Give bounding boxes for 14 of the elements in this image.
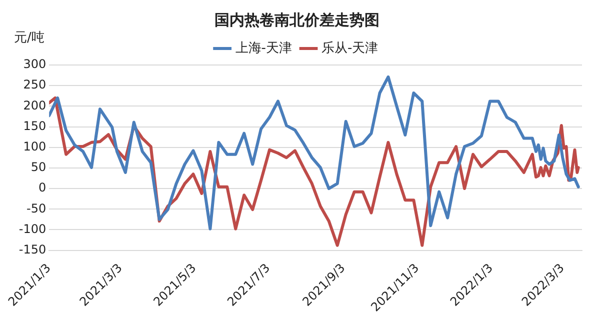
y-tick-label: -50 — [26, 201, 46, 216]
y-tick-label: 300 — [23, 57, 46, 72]
y-tick-label: 150 — [23, 118, 46, 133]
y-tick-label: 200 — [23, 98, 46, 112]
y-tick-label: 0 — [38, 180, 46, 195]
y-axis-title: 元/吨 — [14, 30, 44, 46]
y-tick-label: -150 — [18, 242, 46, 256]
y-tick-label: 100 — [23, 139, 46, 154]
legend-label: 乐从-天津 — [322, 40, 378, 56]
chart-title: 国内热卷南北价差走势图 — [214, 10, 380, 29]
y-tick-label: -100 — [18, 222, 46, 236]
y-tick-label: 50 — [30, 160, 46, 174]
y-tick-label: 250 — [23, 78, 46, 92]
legend-label: 上海-天津 — [235, 40, 292, 56]
